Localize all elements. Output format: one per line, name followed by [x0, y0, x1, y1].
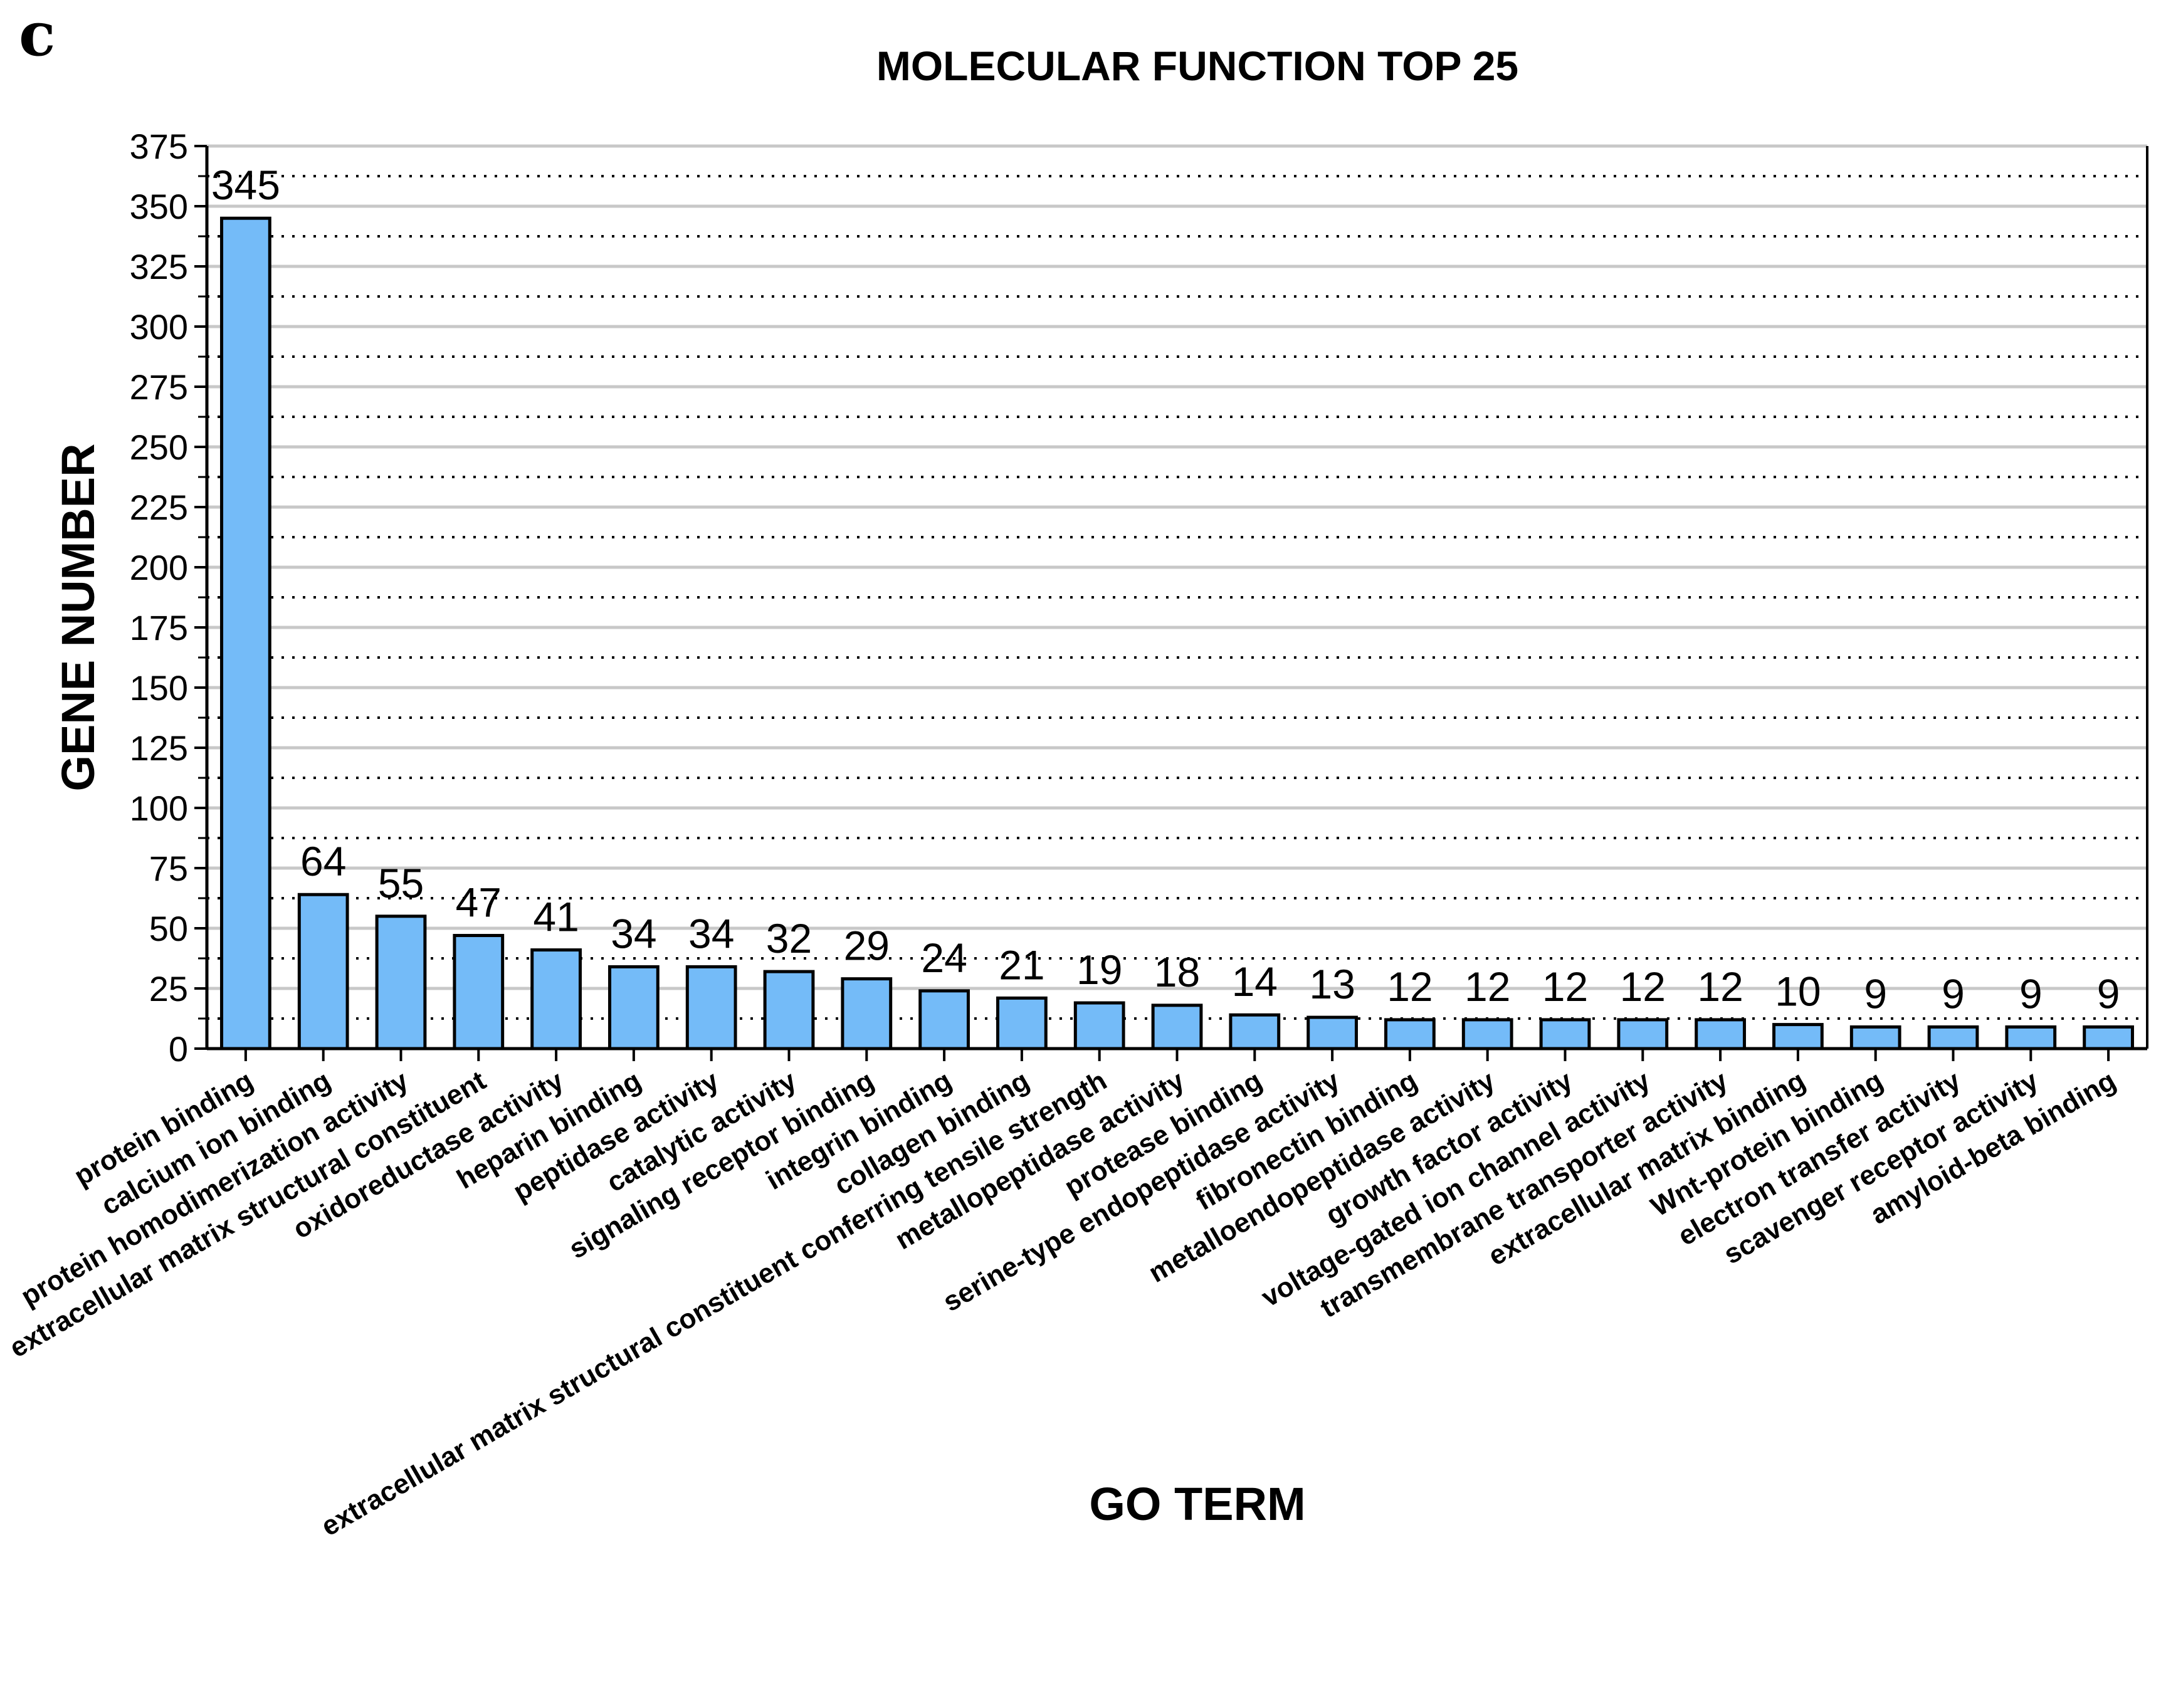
bar — [1151, 1003, 1203, 1050]
y-tick-label: 350 — [130, 187, 188, 226]
data-label: 32 — [766, 915, 812, 961]
bar — [841, 977, 893, 1050]
y-tick-label: 300 — [130, 307, 188, 347]
bar — [530, 948, 582, 1050]
bar — [453, 934, 505, 1050]
y-tick-label: 0 — [169, 1029, 188, 1069]
bar — [1695, 1018, 1746, 1050]
data-label: 19 — [1076, 946, 1122, 993]
y-tick-label: 50 — [149, 909, 188, 948]
data-label: 9 — [1942, 970, 1965, 1017]
y-tick-label: 225 — [130, 488, 188, 527]
bars — [220, 216, 2134, 1050]
y-tick-label: 200 — [130, 548, 188, 587]
data-label: 18 — [1154, 949, 1200, 995]
bar — [1927, 1025, 1979, 1050]
bar — [297, 893, 349, 1050]
y-axis-title: GENE NUMBER — [52, 443, 104, 791]
data-label: 64 — [300, 838, 346, 884]
bar — [1617, 1018, 1669, 1050]
bar — [1461, 1018, 1513, 1050]
data-labels: 345 64 55 47 41 34 34 32 29 24 21 19 18 14 13 12 12 12 12 1… — [211, 162, 2120, 1017]
data-label: 12 — [1464, 963, 1510, 1010]
data-label: 47 — [456, 879, 502, 926]
y-tick-label: 125 — [130, 728, 188, 768]
bar — [763, 970, 815, 1050]
data-label: 12 — [1542, 963, 1588, 1010]
y-tick-label: 75 — [149, 849, 188, 888]
x-axis-title: GO TERM — [1089, 1478, 1305, 1530]
data-label: 9 — [2097, 970, 2120, 1017]
y-tick-label: 100 — [130, 789, 188, 828]
bar — [1307, 1015, 1358, 1050]
y-tick-label: 275 — [130, 367, 188, 407]
y-tick-label: 175 — [130, 608, 188, 647]
data-label: 12 — [1387, 963, 1433, 1010]
bar — [1772, 1023, 1824, 1050]
y-tick-labels: 0 25 50 75 100 125 150 175 200 225 250 275 300 325 350… — [130, 127, 188, 1069]
data-label: 34 — [611, 910, 656, 956]
y-tick-label: 325 — [130, 247, 188, 286]
bar — [220, 216, 271, 1050]
data-label: 12 — [1697, 963, 1743, 1010]
data-label: 13 — [1309, 961, 1355, 1007]
bar — [608, 965, 660, 1050]
bar — [2083, 1025, 2134, 1050]
chart-title: MOLECULAR FUNCTION TOP 25 — [876, 43, 1518, 89]
data-label: 14 — [1232, 958, 1278, 1005]
data-label: 29 — [844, 923, 890, 969]
data-label: 21 — [999, 941, 1044, 988]
bar — [1849, 1025, 1901, 1050]
bar — [1073, 1001, 1125, 1050]
data-label: 12 — [1620, 963, 1666, 1010]
grid-lines — [207, 144, 2147, 1020]
data-label: 10 — [1775, 968, 1821, 1015]
bar — [1384, 1018, 1436, 1050]
y-tick-label: 375 — [130, 127, 188, 166]
data-label: 41 — [533, 894, 579, 940]
bar — [1229, 1013, 1281, 1050]
data-label: 55 — [378, 860, 424, 906]
bar — [375, 914, 427, 1050]
bar — [918, 989, 970, 1050]
bar — [685, 965, 737, 1050]
data-label: 34 — [688, 910, 734, 956]
y-tick-label: 150 — [130, 668, 188, 708]
bar — [1539, 1018, 1591, 1050]
data-label: 9 — [2019, 970, 2043, 1017]
panel-label: c — [19, 0, 55, 70]
bar — [2005, 1025, 2057, 1050]
bar — [996, 996, 1048, 1050]
y-tick-label: 25 — [149, 969, 188, 1009]
data-label: 24 — [921, 935, 967, 981]
y-tick-label: 250 — [130, 427, 188, 467]
data-label: 345 — [211, 162, 280, 208]
data-label: 9 — [1864, 970, 1887, 1017]
axes — [194, 145, 2148, 1061]
